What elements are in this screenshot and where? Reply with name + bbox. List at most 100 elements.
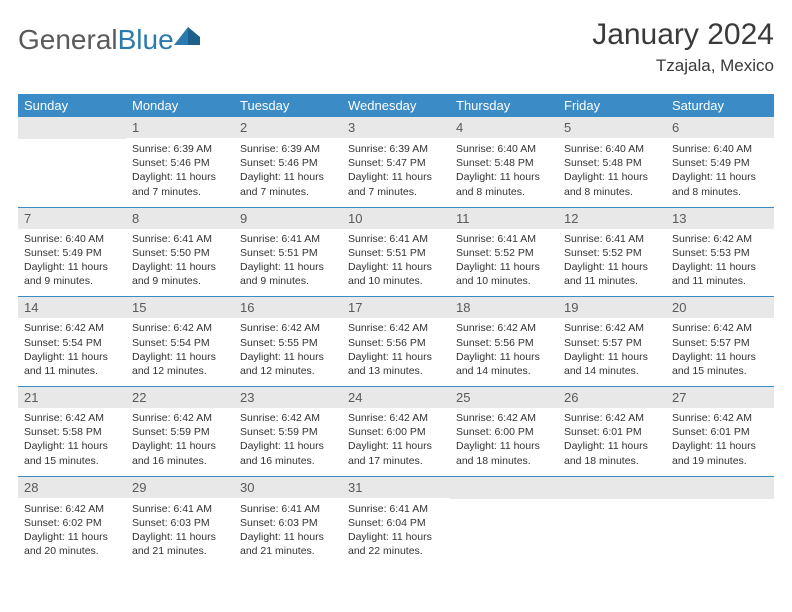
day-detail-line: Daylight: 11 hours xyxy=(348,170,444,184)
day-detail-line: and 18 minutes. xyxy=(564,454,660,468)
day-cell: Sunrise: 6:39 AMSunset: 5:46 PMDaylight:… xyxy=(126,139,234,207)
day-detail-line: and 8 minutes. xyxy=(564,185,660,199)
day-cell: Sunrise: 6:42 AMSunset: 5:57 PMDaylight:… xyxy=(558,318,666,386)
day-cell: Sunrise: 6:42 AMSunset: 5:55 PMDaylight:… xyxy=(234,318,342,386)
day-detail-line: Sunset: 5:56 PM xyxy=(456,336,552,350)
day-detail-line: Sunset: 5:46 PM xyxy=(132,156,228,170)
day-detail-line: and 7 minutes. xyxy=(132,185,228,199)
day-number: 2 xyxy=(234,117,342,138)
day-details: Sunrise: 6:42 AMSunset: 5:54 PMDaylight:… xyxy=(18,318,126,386)
day-details: Sunrise: 6:39 AMSunset: 5:46 PMDaylight:… xyxy=(234,139,342,207)
day-detail-line: and 11 minutes. xyxy=(24,364,120,378)
day-detail-line: Sunrise: 6:42 AM xyxy=(672,321,768,335)
day-number: 20 xyxy=(666,297,774,318)
day-detail-line: Sunrise: 6:41 AM xyxy=(348,232,444,246)
day-details: Sunrise: 6:41 AMSunset: 5:50 PMDaylight:… xyxy=(126,229,234,297)
day-cell: 20 xyxy=(666,297,774,318)
day-detail-line: Sunset: 5:57 PM xyxy=(672,336,768,350)
week-number-row: 28293031 xyxy=(18,477,774,499)
day-cell xyxy=(558,499,666,567)
day-detail-line: Daylight: 11 hours xyxy=(132,439,228,453)
day-detail-line: Sunset: 5:50 PM xyxy=(132,246,228,260)
day-cell: 7 xyxy=(18,208,126,229)
day-number: 31 xyxy=(342,477,450,498)
day-cell: 27 xyxy=(666,387,774,408)
day-detail-line: Sunrise: 6:42 AM xyxy=(456,411,552,425)
day-detail-line: Daylight: 11 hours xyxy=(672,350,768,364)
day-detail-line: Daylight: 11 hours xyxy=(348,439,444,453)
day-cell xyxy=(666,499,774,567)
week-number-row: 21222324252627 xyxy=(18,387,774,408)
week-body-row: Sunrise: 6:40 AMSunset: 5:49 PMDaylight:… xyxy=(18,229,774,297)
day-detail-line: Sunrise: 6:41 AM xyxy=(132,502,228,516)
day-cell: 2 xyxy=(234,117,342,139)
page-header: GeneralBlue January 2024 Tzajala, Mexico xyxy=(18,18,774,76)
day-number: 14 xyxy=(18,297,126,318)
day-header: Wednesday xyxy=(342,94,450,117)
day-number xyxy=(18,117,126,139)
day-detail-line: and 8 minutes. xyxy=(456,185,552,199)
day-number: 17 xyxy=(342,297,450,318)
day-detail-line: Sunrise: 6:39 AM xyxy=(132,142,228,156)
day-cell: Sunrise: 6:42 AMSunset: 5:54 PMDaylight:… xyxy=(18,318,126,386)
day-number: 18 xyxy=(450,297,558,318)
day-detail-line: and 12 minutes. xyxy=(240,364,336,378)
day-detail-line: and 13 minutes. xyxy=(348,364,444,378)
day-detail-line: Daylight: 11 hours xyxy=(672,170,768,184)
day-cell: Sunrise: 6:41 AMSunset: 6:03 PMDaylight:… xyxy=(126,499,234,567)
day-detail-line: Sunset: 5:57 PM xyxy=(564,336,660,350)
day-detail-line: Sunset: 5:59 PM xyxy=(240,425,336,439)
day-detail-line: Daylight: 11 hours xyxy=(132,260,228,274)
day-number: 11 xyxy=(450,208,558,229)
day-number: 12 xyxy=(558,208,666,229)
day-detail-line: Sunset: 5:58 PM xyxy=(24,425,120,439)
day-cell: 19 xyxy=(558,297,666,318)
day-header: Thursday xyxy=(450,94,558,117)
day-cell: 8 xyxy=(126,208,234,229)
day-detail-line: Sunset: 6:01 PM xyxy=(672,425,768,439)
day-details: Sunrise: 6:42 AMSunset: 5:56 PMDaylight:… xyxy=(450,318,558,386)
day-cell: Sunrise: 6:41 AMSunset: 5:52 PMDaylight:… xyxy=(558,229,666,297)
day-details xyxy=(558,499,666,557)
day-number: 19 xyxy=(558,297,666,318)
day-detail-line: and 11 minutes. xyxy=(564,274,660,288)
day-detail-line: Sunrise: 6:42 AM xyxy=(24,502,120,516)
day-cell: 25 xyxy=(450,387,558,408)
day-details: Sunrise: 6:41 AMSunset: 5:52 PMDaylight:… xyxy=(558,229,666,297)
day-detail-line: Sunset: 5:47 PM xyxy=(348,156,444,170)
day-detail-line: and 7 minutes. xyxy=(348,185,444,199)
day-detail-line: Sunrise: 6:39 AM xyxy=(348,142,444,156)
day-details: Sunrise: 6:42 AMSunset: 5:59 PMDaylight:… xyxy=(126,408,234,476)
brand-logo: GeneralBlue xyxy=(18,18,204,56)
day-detail-line: Sunrise: 6:41 AM xyxy=(240,502,336,516)
day-details: Sunrise: 6:41 AMSunset: 6:03 PMDaylight:… xyxy=(234,499,342,567)
day-cell: Sunrise: 6:42 AMSunset: 6:02 PMDaylight:… xyxy=(18,499,126,567)
day-cell xyxy=(18,139,126,207)
day-detail-line: Sunrise: 6:41 AM xyxy=(240,232,336,246)
day-number: 16 xyxy=(234,297,342,318)
day-cell: Sunrise: 6:42 AMSunset: 5:56 PMDaylight:… xyxy=(450,318,558,386)
day-detail-line: Sunset: 6:00 PM xyxy=(348,425,444,439)
week-body-row: Sunrise: 6:42 AMSunset: 5:54 PMDaylight:… xyxy=(18,318,774,386)
day-detail-line: Sunrise: 6:39 AM xyxy=(240,142,336,156)
day-detail-line: and 15 minutes. xyxy=(24,454,120,468)
day-detail-line: Sunrise: 6:40 AM xyxy=(456,142,552,156)
day-cell: Sunrise: 6:40 AMSunset: 5:49 PMDaylight:… xyxy=(18,229,126,297)
day-cell: 16 xyxy=(234,297,342,318)
day-detail-line: and 10 minutes. xyxy=(456,274,552,288)
day-detail-line: Sunset: 5:51 PM xyxy=(240,246,336,260)
day-detail-line: and 9 minutes. xyxy=(240,274,336,288)
day-cell: 31 xyxy=(342,477,450,499)
day-cell: Sunrise: 6:41 AMSunset: 5:51 PMDaylight:… xyxy=(234,229,342,297)
day-cell: 9 xyxy=(234,208,342,229)
day-detail-line: Sunrise: 6:42 AM xyxy=(240,321,336,335)
day-number: 3 xyxy=(342,117,450,138)
day-cell: Sunrise: 6:42 AMSunset: 5:59 PMDaylight:… xyxy=(126,408,234,476)
day-detail-line: and 8 minutes. xyxy=(672,185,768,199)
day-detail-line: and 9 minutes. xyxy=(24,274,120,288)
day-detail-line: Sunset: 5:52 PM xyxy=(564,246,660,260)
day-detail-line: Daylight: 11 hours xyxy=(456,260,552,274)
day-number xyxy=(558,477,666,499)
day-detail-line: Sunrise: 6:41 AM xyxy=(564,232,660,246)
day-detail-line: Sunset: 5:49 PM xyxy=(672,156,768,170)
